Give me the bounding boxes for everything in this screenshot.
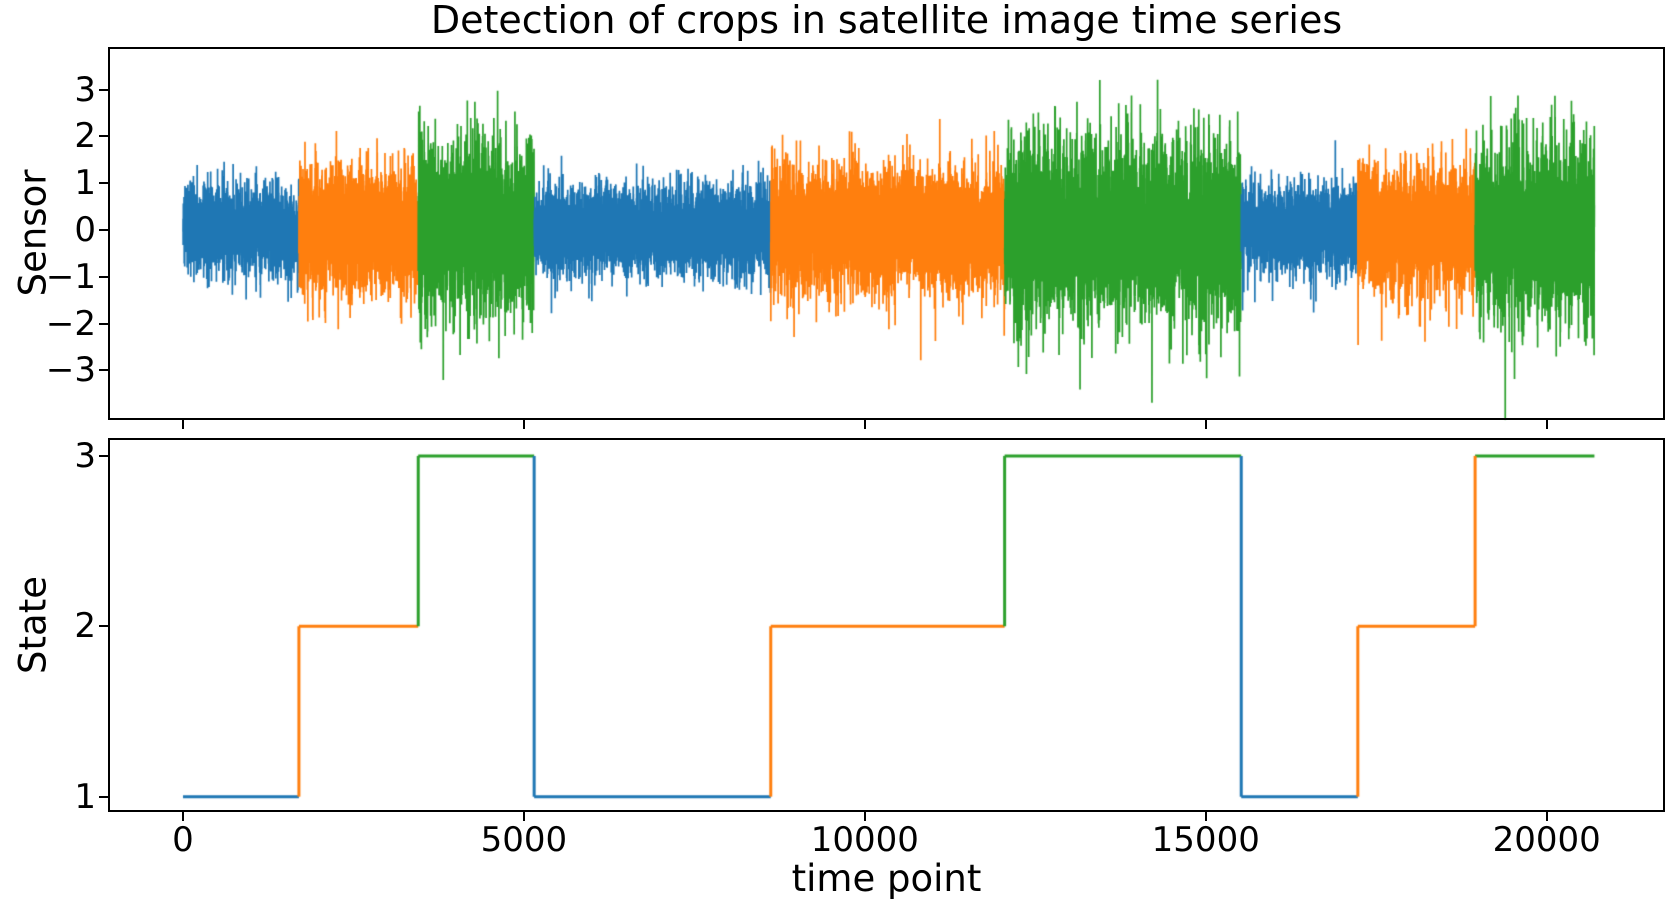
y-tick: [99, 625, 108, 628]
y-tick: [99, 88, 108, 91]
sensor-plot-area: [108, 47, 1665, 420]
y-tick: [99, 228, 108, 231]
y-tick-label: 3: [74, 435, 96, 476]
y-tick: [99, 275, 108, 278]
y-tick: [99, 454, 108, 457]
x-tick: [1204, 812, 1207, 821]
x-tick: [863, 420, 866, 429]
x-tick: [1204, 420, 1207, 429]
y-tick: [99, 322, 108, 325]
y-tick-label: −2: [45, 303, 96, 344]
y-tick-label: 3: [74, 69, 96, 110]
x-tick-label: 15000: [1151, 820, 1260, 860]
y-tick-label: 1: [74, 776, 96, 817]
y-tick: [99, 182, 108, 185]
x-axis-label: time point: [791, 857, 982, 900]
y-tick-label: −3: [45, 350, 96, 391]
x-tick: [1545, 420, 1548, 429]
x-tick-label: 20000: [1492, 820, 1601, 860]
x-tick: [522, 812, 525, 821]
state-plot-area: [108, 438, 1665, 812]
y-tick-label: 2: [74, 116, 96, 157]
y-tick: [99, 135, 108, 138]
y-tick-label: −1: [45, 256, 96, 297]
x-tick: [182, 812, 184, 821]
x-tick: [182, 420, 184, 429]
x-tick: [863, 812, 866, 821]
y-tick-label: 2: [74, 606, 96, 647]
y-tick: [99, 369, 108, 372]
x-tick: [522, 420, 525, 429]
x-tick: [1545, 812, 1548, 821]
y-tick-label: 1: [74, 163, 96, 204]
x-tick-label: 5000: [480, 820, 568, 860]
x-tick-label: 10000: [810, 820, 919, 860]
y-tick: [99, 795, 108, 798]
y-tick-label: 0: [74, 209, 96, 250]
chart-title: Detection of crops in satellite image ti…: [430, 0, 1343, 42]
x-tick-label: 0: [172, 820, 194, 860]
